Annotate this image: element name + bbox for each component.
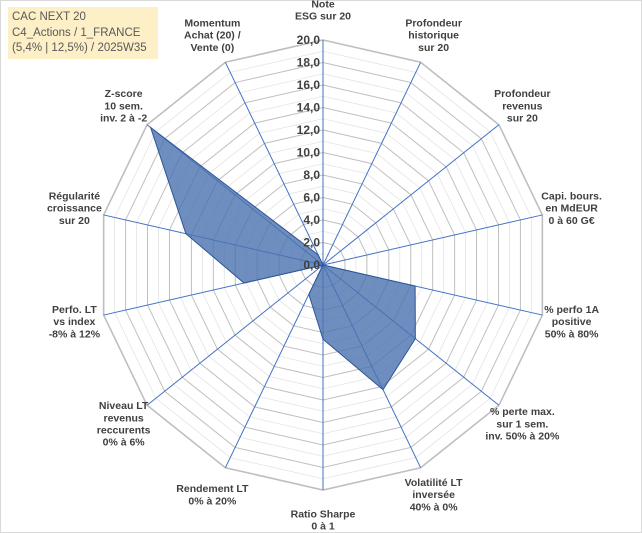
axis-label-line: ESG sur 20 [295, 11, 351, 23]
tick-label: 4,0 [303, 213, 320, 227]
axis-label-line: % perte max. [490, 406, 555, 418]
series-area [149, 126, 416, 391]
axis-label-line: Perfo. LT [52, 304, 97, 316]
tick-label: 8,0 [303, 168, 320, 182]
chart-title-box: CAC NEXT 20 C4_Actions / 1_FRANCE (5,4% … [8, 7, 158, 59]
axis-label-line: 40% à 0% [410, 501, 459, 513]
axis-label-line: positive [552, 316, 592, 328]
axis-label-line: Niveau LT [99, 400, 149, 412]
axis-label-line: Régularité [49, 190, 101, 202]
axis-spoke [224, 62, 324, 266]
tick-label: 0,0 [303, 258, 320, 272]
axis-label-line: Vente (0) [190, 42, 234, 54]
axis-label-line: Profondeur [405, 17, 462, 29]
axis-label: Perfo. LT vs index -8% à 12% [49, 304, 101, 340]
axis-label: Capi. bours. en MdEUR 0 à 60 G€ [541, 190, 602, 226]
axis-label-line: -8% à 12% [49, 328, 101, 340]
axis-label-line: vs index [53, 316, 95, 328]
axis-label-line: % perfo 1A [544, 304, 599, 316]
axis-label: Rendement LT 0% à 20% [176, 483, 249, 507]
tick-label: 20,0 [297, 33, 321, 47]
axis-label-line: 0% à 6% [103, 437, 146, 449]
axis-label: Ratio Sharpe 0 à 1 [291, 508, 356, 532]
tick-label: 18,0 [297, 56, 321, 70]
axis-label-line: Ratio Sharpe [291, 508, 356, 520]
axis-label-line: inv. 50% à 20% [485, 431, 560, 443]
axis-label-line: sur 20 [418, 42, 449, 54]
axis-label: Niveau LT revenus reccurents 0% à 6% [97, 400, 151, 449]
index-name: CAC NEXT 20 [12, 11, 86, 23]
axis-spoke [224, 264, 324, 468]
axis-label-line: Z-score [105, 88, 143, 100]
axis-label-line: sur 20 [507, 113, 538, 125]
tick-label: 16,0 [297, 78, 321, 92]
axis-label-line: en MdEUR [545, 203, 598, 215]
axis-label-line: 0% à 20% [188, 495, 237, 507]
axis-label: Volatilité LT inversée 40% à 0% [405, 477, 464, 513]
axis-label-line: sur 20 [59, 215, 90, 227]
axis-label-line: 10 sem. [104, 100, 143, 112]
tick-label: 10,0 [297, 146, 321, 160]
axis-label-line: 50% à 80% [545, 328, 599, 340]
portfolio-name: C4_Actions / 1_FRANCE [12, 26, 141, 39]
axis-label-line: Momentum [184, 17, 240, 29]
axis-label-line: inversée [412, 489, 455, 501]
axis-label-line: Capi. bours. [541, 190, 602, 202]
axis-label-line: sur 1 sem. [496, 418, 548, 430]
tick-label: 2,0 [303, 236, 320, 250]
axis-label-line: revenus [103, 412, 143, 424]
axis-label: Z-score 10 sem. inv. 2 à -2 [100, 88, 147, 124]
radar-series [149, 126, 416, 391]
axis-label-line: revenus [502, 100, 542, 112]
axis-label-line: Achat (20) / [184, 30, 241, 42]
tick-label: 12,0 [297, 123, 321, 137]
axis-label-line: inv. 2 à -2 [100, 113, 147, 125]
axis-spoke [322, 124, 500, 266]
axis-label-line: Rendement LT [176, 483, 249, 495]
axis-label: Momentum Achat (20) / Vente (0) [184, 17, 241, 53]
axis-label: Régularité croissance sur 20 [47, 190, 102, 226]
axis-label: Profondeur revenus sur 20 [494, 88, 551, 124]
period-info: (5,4% | 12,5%) / 2025W35 [12, 42, 147, 54]
radial-tick-labels: 0,0 2,0 4,0 6,0 8,0 10,0 12,0 14,0 16,0 18,0 20,0 [297, 33, 321, 272]
tick-label: 14,0 [297, 101, 321, 115]
axis-label-line: 0 à 1 [311, 521, 335, 533]
axis-label-line: Volatilité LT [405, 477, 464, 489]
axis-label-line: Note [311, 0, 334, 10]
axis-label-line: historique [408, 30, 459, 42]
axis-spoke [322, 214, 543, 266]
axis-spoke [146, 264, 324, 406]
axis-label-line: 0 à 60 G€ [549, 215, 595, 227]
axis-spoke [322, 62, 422, 266]
axis-label-line: Profondeur [494, 88, 551, 100]
axis-label: Note ESG sur 20 [295, 0, 351, 23]
axis-label: % perfo 1A positive 50% à 80% [544, 304, 599, 340]
axis-label: % perte max. sur 1 sem. inv. 50% à 20% [485, 406, 560, 442]
axis-label: Profondeur historique sur 20 [405, 17, 462, 53]
axis-label-line: reccurents [97, 425, 151, 437]
axis-label-line: croissance [47, 203, 102, 215]
tick-label: 6,0 [303, 191, 320, 205]
